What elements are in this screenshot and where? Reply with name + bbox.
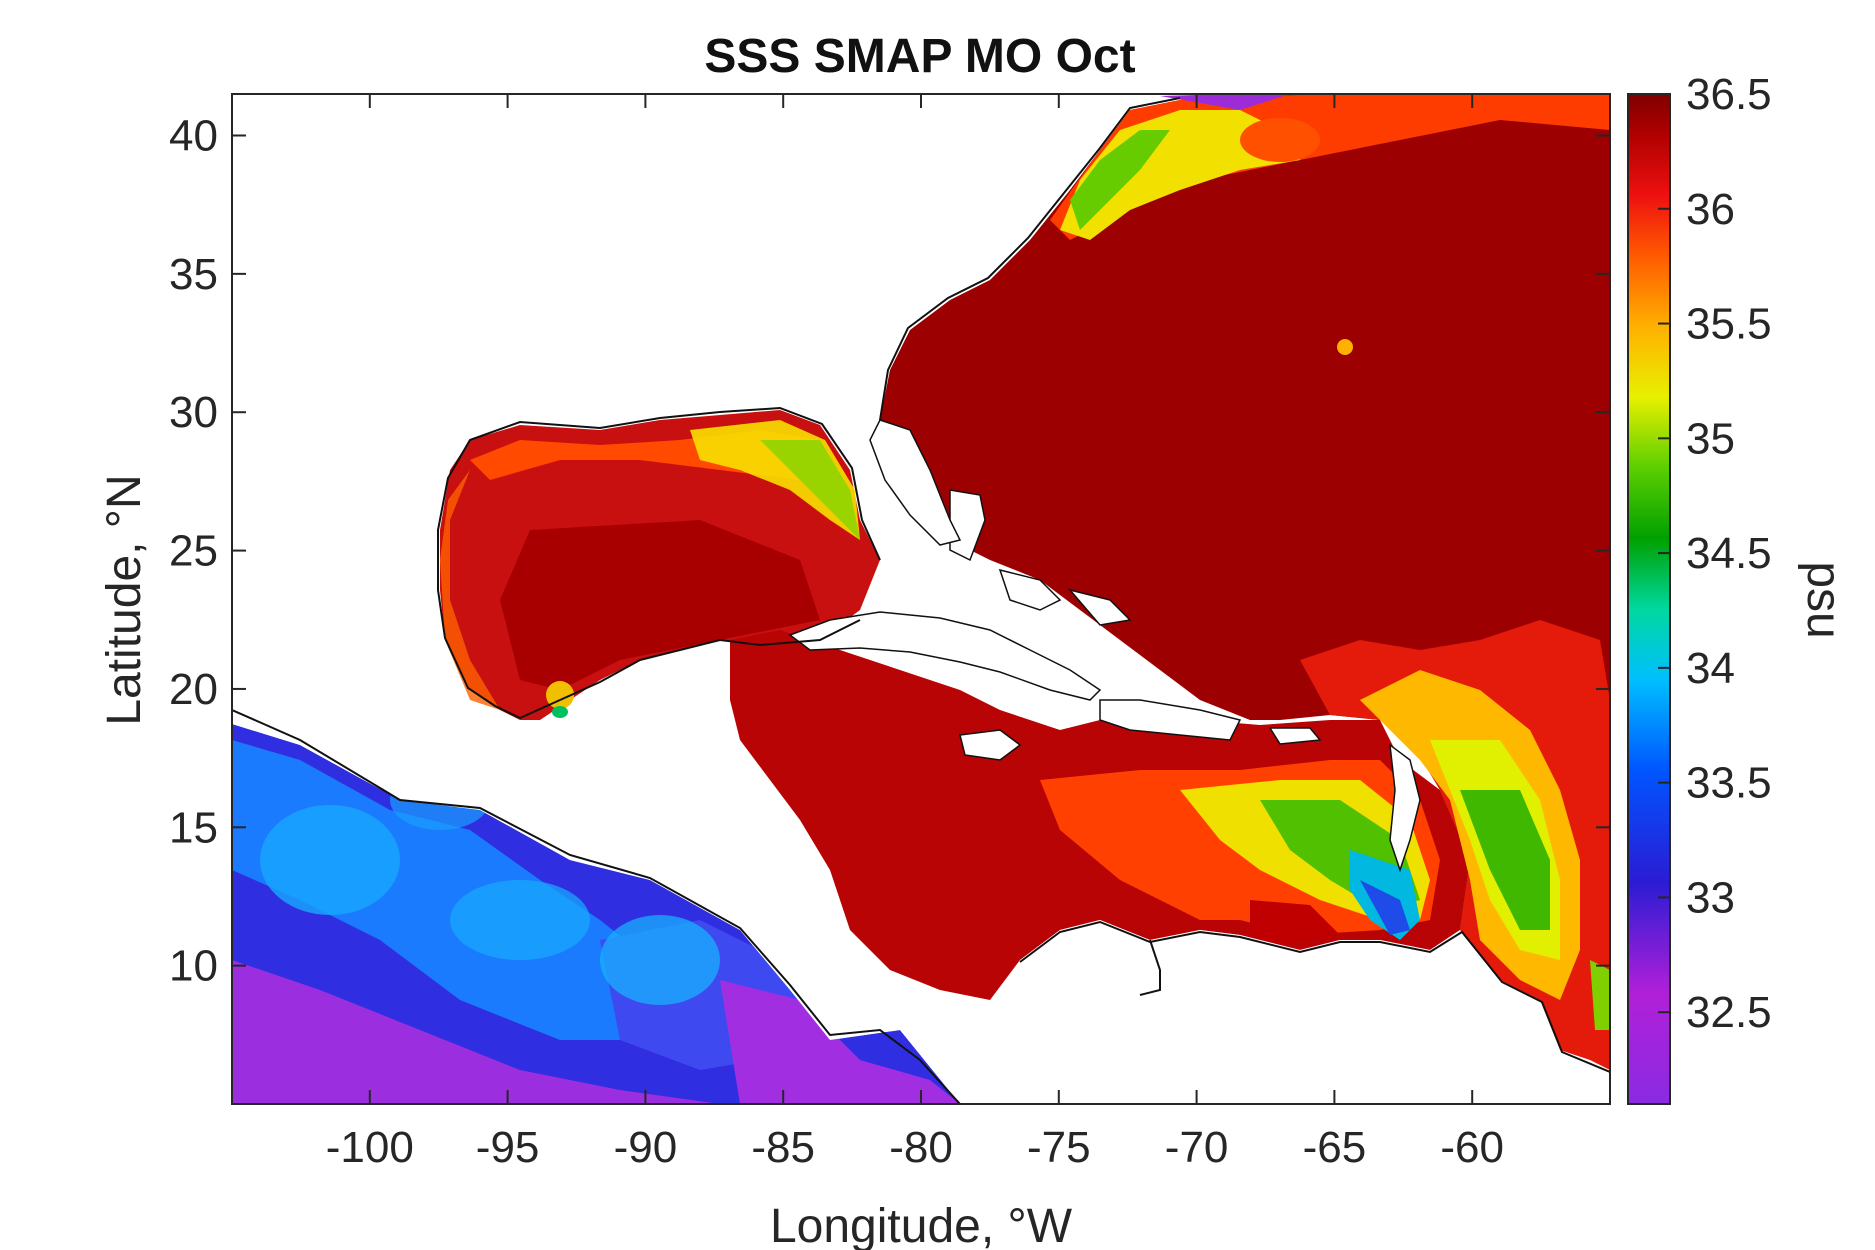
colorbar-tick-label: 33.5 — [1686, 759, 1772, 808]
colorbar-tick-label: 35 — [1686, 414, 1735, 463]
x-tick-label: -65 — [1303, 1123, 1367, 1172]
colorbar-ticks: 36.5 36 35.5 35 34.5 34 33.5 33 32.5 — [1658, 70, 1772, 1037]
x-tick-label: -75 — [1027, 1123, 1091, 1172]
y-tick-label: 20 — [169, 665, 218, 714]
plot-area — [232, 94, 1610, 1104]
y-tick-label: 40 — [169, 112, 218, 161]
map-title: SSS SMAP MO Oct — [704, 30, 1135, 83]
colorbar-tick-label: 32.5 — [1686, 988, 1772, 1037]
y-tick-label: 15 — [169, 803, 218, 852]
x-tick-label: -90 — [614, 1123, 678, 1172]
y-axis-ticks: 40 35 30 25 20 15 10 — [169, 112, 1610, 991]
x-axis-ticks: -100 -95 -90 -85 -80 -75 -70 -65 -60 — [326, 94, 1504, 1172]
western-north-atlantic — [880, 94, 1610, 1070]
caribbean-sea — [730, 630, 1470, 1000]
x-tick-label: -60 — [1440, 1123, 1504, 1172]
colorbar-tick-label: 35.5 — [1686, 300, 1772, 349]
colorbar-tick-label: 33 — [1686, 873, 1735, 922]
x-tick-label: -85 — [751, 1123, 815, 1172]
x-tick-label: -100 — [326, 1123, 414, 1172]
colorbar-tick-label: 36 — [1686, 185, 1735, 234]
coastlines — [232, 97, 1610, 1104]
colorbar-tick-label: 34 — [1686, 644, 1735, 693]
islands — [788, 489, 1421, 873]
x-tick-label: -95 — [476, 1123, 540, 1172]
x-tick-label: -70 — [1165, 1123, 1229, 1172]
y-axis-label: Latitude, °N — [98, 474, 151, 725]
y-tick-label: 30 — [169, 388, 218, 437]
x-tick-label: -80 — [889, 1123, 953, 1172]
colorbar-tick-label: 34.5 — [1686, 529, 1772, 578]
y-tick-label: 25 — [169, 527, 218, 576]
y-tick-label: 35 — [169, 250, 218, 299]
colorbar-ramp — [1627, 93, 1671, 1105]
colorbar-tick-label: 36.5 — [1686, 70, 1772, 119]
y-tick-label: 10 — [169, 942, 218, 991]
x-axis-label: Longitude, °W — [770, 1200, 1073, 1250]
colorbar: 36.5 36 35.5 35 34.5 34 33.5 33 32.5 psu — [1627, 70, 1850, 1105]
colorbar-label: psu — [1797, 561, 1850, 638]
